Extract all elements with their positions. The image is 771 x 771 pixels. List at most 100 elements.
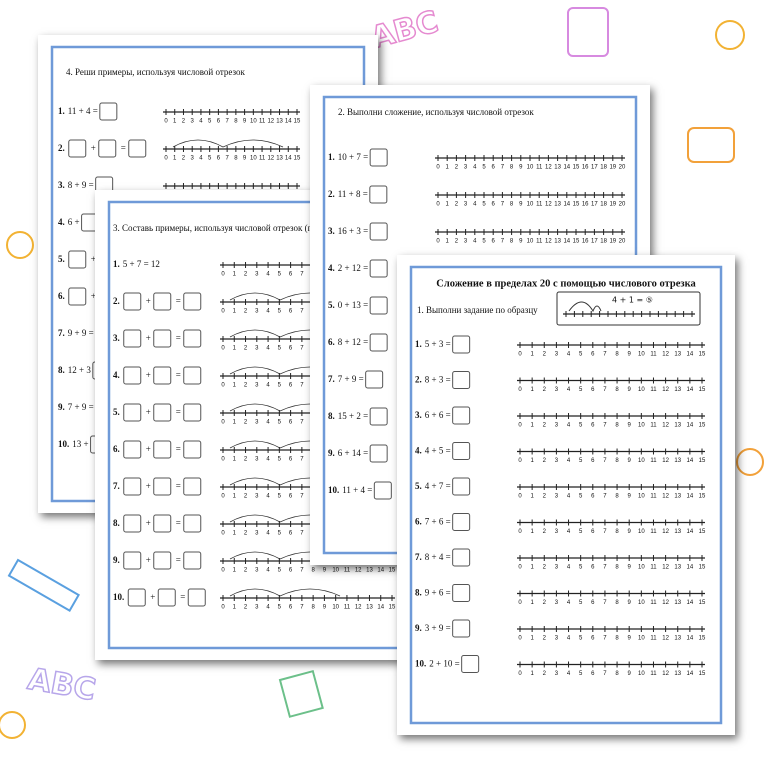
number-line-label: 5 — [579, 387, 583, 393]
exercise-number: 6. — [113, 444, 120, 454]
number-line-label: 3 — [555, 529, 559, 535]
number-line-label: 0 — [518, 387, 522, 393]
number-line-label: 0 — [518, 529, 522, 535]
number-line-label: 4 — [473, 202, 477, 208]
answer-box — [369, 407, 388, 426]
number-line-label: 2 — [543, 671, 547, 677]
number-line-label: 4 — [266, 420, 270, 426]
exercise: 5. 0 + 13 = — [328, 300, 368, 310]
number-line-label: 0 — [518, 352, 522, 358]
number-line-label: 11 — [650, 387, 657, 393]
number-line-label: 10 — [638, 565, 645, 571]
exercise-number: 4. — [58, 217, 65, 227]
number-line-label: 4 — [567, 387, 571, 393]
number-line-label: 16 — [582, 202, 589, 208]
number-line-label: 5 — [208, 156, 212, 162]
number-line-label: 0 — [518, 565, 522, 571]
exercise-expression: 5 + 7 = 12 — [123, 259, 160, 269]
number-line-label: 2 — [543, 494, 547, 500]
exercise: 5. — [58, 254, 65, 264]
exercise-number: 3. — [328, 226, 335, 236]
number-line-label: 5 — [579, 423, 583, 429]
jump-arc — [172, 139, 284, 148]
number-line-label: 15 — [573, 239, 580, 245]
number-line-label: 2 — [182, 119, 186, 125]
number-line-label: 13 — [674, 494, 681, 500]
answer-box — [183, 551, 202, 570]
exercise: 6. 8 + 12 = — [328, 337, 368, 347]
answer-box — [369, 148, 388, 167]
number-line-label: 12 — [662, 494, 669, 500]
number-line-label: 8 — [510, 239, 514, 245]
exercise-number: 6. — [328, 337, 335, 347]
number-line-label: 5 — [278, 494, 282, 500]
number-line-label: 6 — [492, 239, 496, 245]
number-line-label: 19 — [609, 239, 616, 245]
number-line-label: 7 — [300, 420, 304, 426]
number-line-label: 2 — [244, 309, 248, 315]
number-line-label: 5 — [278, 605, 282, 611]
number-line-label: 14 — [687, 423, 694, 429]
number-line-label: 5 — [278, 309, 282, 315]
worksheet-border — [409, 265, 723, 725]
number-line-label: 6 — [289, 383, 293, 389]
exercise: 3. 16 + 3 = — [328, 226, 368, 236]
number-line-label: 4 — [567, 636, 571, 642]
answer-box — [68, 139, 87, 158]
number-line-label: 2 — [455, 202, 459, 208]
number-line-label: 6 — [289, 309, 293, 315]
number-line-label: 13 — [674, 636, 681, 642]
number-line-label: 13 — [366, 568, 373, 574]
exercise: 8. 9 + 6 = — [415, 588, 451, 598]
exercise-expression: 3 + 9 = — [425, 623, 451, 633]
doodle-abc: ABC — [25, 662, 98, 708]
answer-box — [68, 287, 87, 306]
number-line-label: 6 — [492, 202, 496, 208]
exercise: 4. — [113, 370, 120, 380]
number-line-label: 15 — [699, 600, 706, 606]
doodle-camera — [687, 127, 735, 163]
number-line-label: 11 — [650, 494, 657, 500]
number-line-label: 1 — [446, 239, 450, 245]
exercise: 2. — [58, 143, 65, 153]
number-line-label: 6 — [289, 605, 293, 611]
exercise-number: 1. — [328, 152, 335, 162]
number-line-label: 0 — [164, 156, 168, 162]
number-line-label: 2 — [455, 165, 459, 171]
exercise-expression: 0 + 13 = — [338, 300, 368, 310]
number-line-label: 4 — [266, 494, 270, 500]
exercise: 3. 8 + 9 = — [58, 180, 94, 190]
number-line-label: 10 — [638, 352, 645, 358]
number-line-label: 12 — [662, 600, 669, 606]
number-line-label: 1 — [446, 202, 450, 208]
number-line-label: 17 — [591, 239, 598, 245]
number-line-label: 12 — [662, 565, 669, 571]
equals-sign: = — [176, 444, 181, 454]
doodle-calculator — [567, 7, 609, 57]
exercise-number: 5. — [415, 481, 422, 491]
exercise-expression: 2 + 10 = — [429, 659, 459, 669]
number-line-label: 0 — [518, 636, 522, 642]
exercise-number: 9. — [58, 402, 65, 412]
exercise-expression: 11 + 4 = — [68, 106, 98, 116]
number-line-label: 3 — [255, 531, 259, 537]
answer-box — [123, 514, 142, 533]
plus-sign: + — [146, 481, 151, 491]
number-line-label: 4 — [266, 383, 270, 389]
number-line-label: 12 — [662, 352, 669, 358]
number-line-label: 4 — [266, 568, 270, 574]
number-line-label: 12 — [662, 387, 669, 393]
exercise: 3. — [113, 333, 120, 343]
exercise: 10. 13 + — [58, 439, 89, 449]
number-line-label: 3 — [191, 119, 195, 125]
plus-sign: + — [146, 555, 151, 565]
exercise-number: 5. — [113, 407, 120, 417]
exercise-number: 7. — [113, 481, 120, 491]
number-line-label: 13 — [674, 458, 681, 464]
answer-box — [99, 102, 118, 121]
number-line-label: 0 — [221, 568, 225, 574]
exercise: 10. 2 + 10 = — [415, 659, 460, 669]
number-line-label: 6 — [289, 420, 293, 426]
number-line-label: 15 — [389, 605, 396, 611]
number-line-label: 7 — [225, 119, 229, 125]
